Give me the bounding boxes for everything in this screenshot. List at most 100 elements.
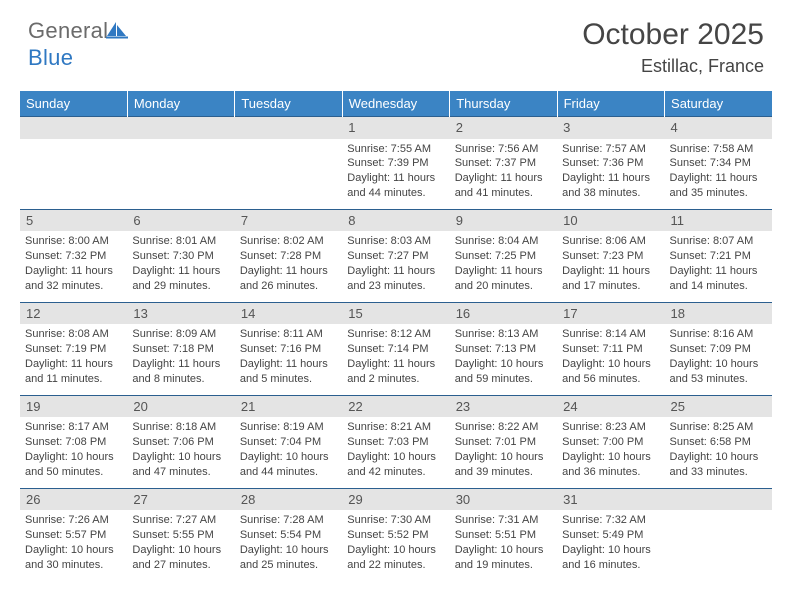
day-number-cell: 14 [235, 302, 342, 324]
day-number-cell: 21 [235, 395, 342, 417]
sunrise-text: Sunrise: 8:25 AM [670, 420, 767, 435]
daylight-text: Daylight: 10 hours and 19 minutes. [455, 543, 552, 573]
weekday-header: Monday [127, 91, 234, 117]
sunrise-text: Sunrise: 8:03 AM [347, 234, 444, 249]
daylight-text: Daylight: 10 hours and 42 minutes. [347, 450, 444, 480]
sunset-text: Sunset: 7:09 PM [670, 342, 767, 357]
sunset-text: Sunset: 7:21 PM [670, 249, 767, 264]
sunrise-text: Sunrise: 8:19 AM [240, 420, 337, 435]
sunset-text: Sunset: 5:52 PM [347, 528, 444, 543]
day-detail-row: Sunrise: 8:08 AMSunset: 7:19 PMDaylight:… [20, 324, 772, 395]
sunrise-text: Sunrise: 8:16 AM [670, 327, 767, 342]
day-detail-cell [20, 139, 127, 210]
day-number-cell [665, 488, 772, 510]
sunrise-text: Sunrise: 8:21 AM [347, 420, 444, 435]
day-detail-cell: Sunrise: 8:16 AMSunset: 7:09 PMDaylight:… [665, 324, 772, 395]
logo-part1: General [28, 18, 108, 43]
day-detail-cell: Sunrise: 8:13 AMSunset: 7:13 PMDaylight:… [450, 324, 557, 395]
daylight-text: Daylight: 11 hours and 38 minutes. [562, 171, 659, 201]
day-number-cell: 8 [342, 209, 449, 231]
sunrise-text: Sunrise: 8:04 AM [455, 234, 552, 249]
sunset-text: Sunset: 7:08 PM [25, 435, 122, 450]
daylight-text: Daylight: 11 hours and 44 minutes. [347, 171, 444, 201]
day-number-cell [235, 117, 342, 139]
sunrise-text: Sunrise: 7:27 AM [132, 513, 229, 528]
sunrise-text: Sunrise: 7:58 AM [670, 142, 767, 157]
day-number-cell [127, 117, 234, 139]
daylight-text: Daylight: 10 hours and 36 minutes. [562, 450, 659, 480]
daylight-text: Daylight: 11 hours and 2 minutes. [347, 357, 444, 387]
daylight-text: Daylight: 11 hours and 35 minutes. [670, 171, 767, 201]
daylight-text: Daylight: 11 hours and 41 minutes. [455, 171, 552, 201]
day-number-cell: 19 [20, 395, 127, 417]
day-detail-cell: Sunrise: 8:14 AMSunset: 7:11 PMDaylight:… [557, 324, 664, 395]
day-detail-cell: Sunrise: 7:26 AMSunset: 5:57 PMDaylight:… [20, 510, 127, 580]
day-number-cell: 24 [557, 395, 664, 417]
sunset-text: Sunset: 5:55 PM [132, 528, 229, 543]
weekday-header: Wednesday [342, 91, 449, 117]
location-label: Estillac, France [582, 56, 764, 77]
day-number-cell: 29 [342, 488, 449, 510]
title-block: October 2025 Estillac, France [582, 18, 764, 77]
day-detail-cell: Sunrise: 7:28 AMSunset: 5:54 PMDaylight:… [235, 510, 342, 580]
day-detail-cell: Sunrise: 8:03 AMSunset: 7:27 PMDaylight:… [342, 231, 449, 302]
day-detail-cell: Sunrise: 7:56 AMSunset: 7:37 PMDaylight:… [450, 139, 557, 210]
sunset-text: Sunset: 7:00 PM [562, 435, 659, 450]
day-number-cell: 7 [235, 209, 342, 231]
sunset-text: Sunset: 7:18 PM [132, 342, 229, 357]
daylight-text: Daylight: 11 hours and 23 minutes. [347, 264, 444, 294]
day-number-cell: 11 [665, 209, 772, 231]
sunset-text: Sunset: 6:58 PM [670, 435, 767, 450]
daylight-text: Daylight: 11 hours and 17 minutes. [562, 264, 659, 294]
day-detail-cell: Sunrise: 7:32 AMSunset: 5:49 PMDaylight:… [557, 510, 664, 580]
weekday-header: Saturday [665, 91, 772, 117]
day-number-cell: 22 [342, 395, 449, 417]
day-detail-cell: Sunrise: 8:12 AMSunset: 7:14 PMDaylight:… [342, 324, 449, 395]
daylight-text: Daylight: 10 hours and 25 minutes. [240, 543, 337, 573]
day-number-cell: 6 [127, 209, 234, 231]
sunrise-text: Sunrise: 8:11 AM [240, 327, 337, 342]
sunset-text: Sunset: 7:36 PM [562, 156, 659, 171]
sunset-text: Sunset: 7:32 PM [25, 249, 122, 264]
day-detail-row: Sunrise: 8:17 AMSunset: 7:08 PMDaylight:… [20, 417, 772, 488]
sunrise-text: Sunrise: 7:26 AM [25, 513, 122, 528]
day-number-cell: 17 [557, 302, 664, 324]
sunrise-text: Sunrise: 8:01 AM [132, 234, 229, 249]
sunset-text: Sunset: 7:13 PM [455, 342, 552, 357]
sunrise-text: Sunrise: 7:31 AM [455, 513, 552, 528]
day-detail-cell: Sunrise: 8:02 AMSunset: 7:28 PMDaylight:… [235, 231, 342, 302]
daylight-text: Daylight: 11 hours and 26 minutes. [240, 264, 337, 294]
day-number-row: 567891011 [20, 209, 772, 231]
weekday-header: Sunday [20, 91, 127, 117]
day-number-cell: 18 [665, 302, 772, 324]
page-header: GeneralBlue October 2025 Estillac, Franc… [0, 0, 792, 85]
day-number-cell: 26 [20, 488, 127, 510]
sunrise-text: Sunrise: 8:22 AM [455, 420, 552, 435]
sunset-text: Sunset: 7:28 PM [240, 249, 337, 264]
weekday-header: Friday [557, 91, 664, 117]
sunset-text: Sunset: 5:54 PM [240, 528, 337, 543]
day-number-row: 12131415161718 [20, 302, 772, 324]
daylight-text: Daylight: 11 hours and 8 minutes. [132, 357, 229, 387]
day-detail-row: Sunrise: 8:00 AMSunset: 7:32 PMDaylight:… [20, 231, 772, 302]
day-detail-cell: Sunrise: 7:58 AMSunset: 7:34 PMDaylight:… [665, 139, 772, 210]
sunset-text: Sunset: 7:30 PM [132, 249, 229, 264]
day-number-cell [20, 117, 127, 139]
day-detail-cell: Sunrise: 8:07 AMSunset: 7:21 PMDaylight:… [665, 231, 772, 302]
daylight-text: Daylight: 11 hours and 11 minutes. [25, 357, 122, 387]
calendar-table: Sunday Monday Tuesday Wednesday Thursday… [20, 91, 772, 580]
daylight-text: Daylight: 11 hours and 32 minutes. [25, 264, 122, 294]
sunset-text: Sunset: 7:01 PM [455, 435, 552, 450]
sunrise-text: Sunrise: 8:09 AM [132, 327, 229, 342]
day-detail-cell: Sunrise: 7:55 AMSunset: 7:39 PMDaylight:… [342, 139, 449, 210]
day-detail-row: Sunrise: 7:26 AMSunset: 5:57 PMDaylight:… [20, 510, 772, 580]
day-number-cell: 4 [665, 117, 772, 139]
sunset-text: Sunset: 7:39 PM [347, 156, 444, 171]
daylight-text: Daylight: 10 hours and 27 minutes. [132, 543, 229, 573]
day-number-cell: 23 [450, 395, 557, 417]
sunset-text: Sunset: 7:11 PM [562, 342, 659, 357]
sunrise-text: Sunrise: 8:06 AM [562, 234, 659, 249]
sunset-text: Sunset: 5:49 PM [562, 528, 659, 543]
sunrise-text: Sunrise: 8:12 AM [347, 327, 444, 342]
sunset-text: Sunset: 7:23 PM [562, 249, 659, 264]
